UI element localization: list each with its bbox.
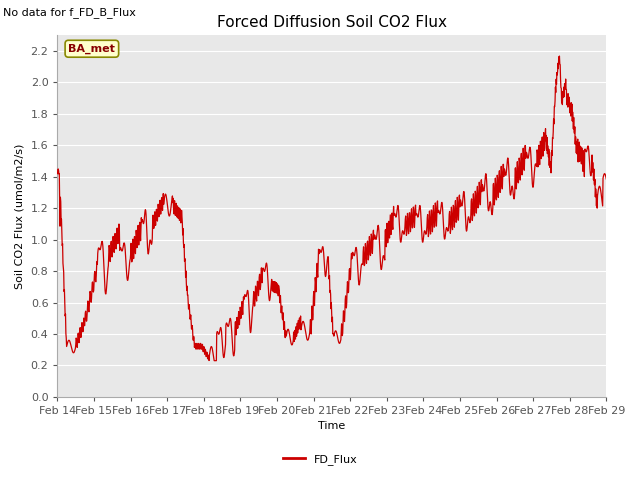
Text: No data for f_FD_B_Flux: No data for f_FD_B_Flux	[3, 7, 136, 18]
Y-axis label: Soil CO2 Flux (umol/m2/s): Soil CO2 Flux (umol/m2/s)	[15, 144, 25, 289]
X-axis label: Time: Time	[318, 421, 346, 432]
Title: Forced Diffusion Soil CO2 Flux: Forced Diffusion Soil CO2 Flux	[217, 15, 447, 30]
Text: BA_met: BA_met	[68, 44, 115, 54]
Legend: FD_Flux: FD_Flux	[278, 450, 362, 469]
